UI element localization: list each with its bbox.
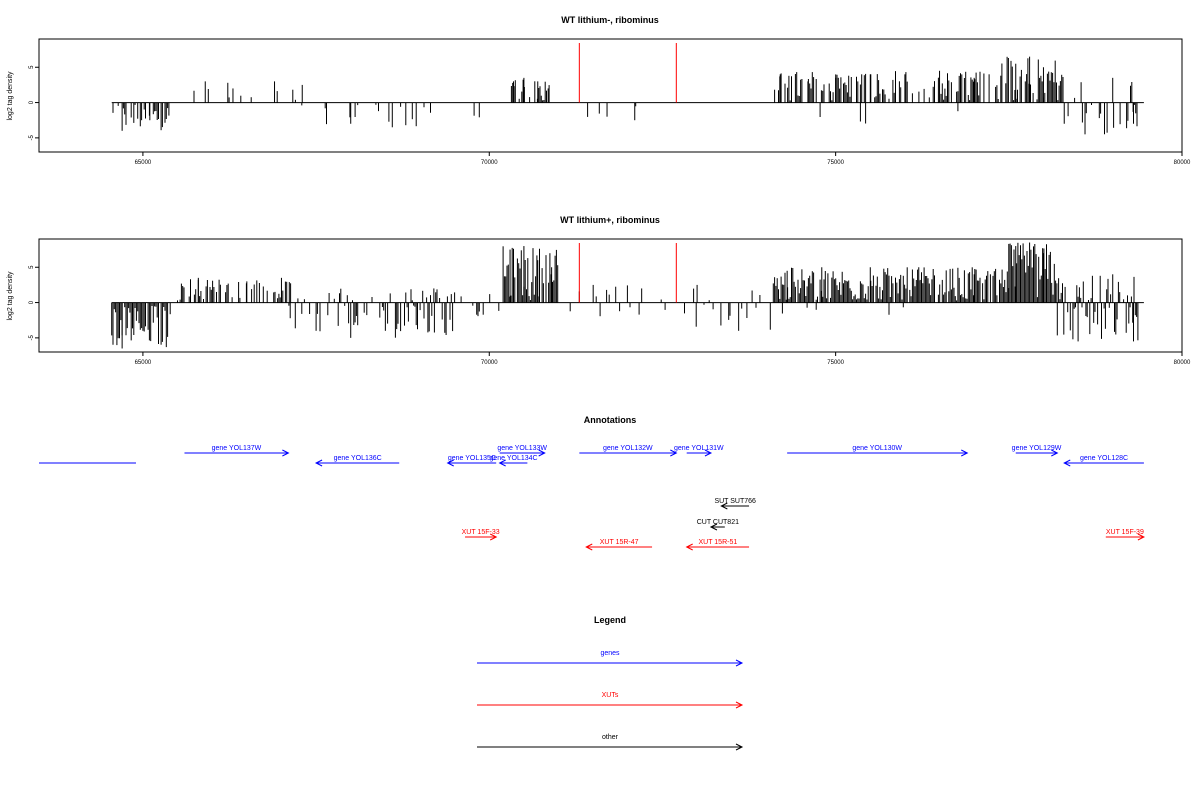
legend: Legend genes XUTs other bbox=[477, 615, 744, 751]
annotation-arrow bbox=[579, 449, 678, 457]
annotation-label: gene YOL135C bbox=[448, 455, 496, 462]
x-tick-label: 65000 bbox=[135, 360, 152, 366]
annotation-label: CUT CUT821 bbox=[697, 519, 739, 526]
legend-label: genes bbox=[600, 650, 620, 657]
legend-label: XUTs bbox=[602, 692, 619, 699]
x-tick-label: 80000 bbox=[1174, 160, 1191, 166]
y-tick-label: 5 bbox=[29, 265, 35, 269]
legend-arrow bbox=[477, 659, 744, 667]
annotation-arrow bbox=[465, 533, 498, 541]
x-tick-label: 70000 bbox=[481, 360, 498, 366]
x-tick-label: 80000 bbox=[1174, 360, 1191, 366]
y-tick-label: 0 bbox=[29, 100, 35, 104]
axes: -5 0 5 65000 70000 75000 80000 bbox=[29, 65, 1191, 166]
annotation-label: XUT 15F-33 bbox=[462, 529, 500, 536]
annotation-label: XUT 15R-51 bbox=[698, 539, 737, 546]
legend-title: Legend bbox=[594, 615, 626, 625]
bar-series bbox=[111, 43, 1144, 135]
bar-series bbox=[111, 242, 1144, 349]
legend-arrow bbox=[477, 701, 744, 709]
annotation-label: gene YOL131W bbox=[674, 445, 724, 452]
annotation-label: gene YOL129W bbox=[1012, 445, 1062, 452]
annotation-arrow bbox=[686, 449, 713, 457]
annotation-label: gene YOL136C bbox=[334, 455, 382, 462]
plot-frame bbox=[38, 238, 1183, 353]
annotation-label: gene YOL137W bbox=[212, 445, 262, 452]
y-tick-label: 5 bbox=[29, 65, 35, 69]
annotation-label: XUT 15F-39 bbox=[1106, 529, 1144, 536]
annotation-arrow bbox=[685, 543, 750, 551]
y-axis-label: log2 tag density bbox=[7, 71, 14, 121]
plot-frame bbox=[38, 38, 1183, 153]
annotation-arrow bbox=[787, 449, 969, 457]
panel-title: WT lithium-, ribominus bbox=[561, 15, 659, 25]
y-tick-label: -5 bbox=[29, 135, 35, 141]
annotation-arrow bbox=[1063, 459, 1144, 467]
x-tick-label: 70000 bbox=[481, 160, 498, 166]
x-tick-label: 75000 bbox=[827, 360, 844, 366]
legend-arrow bbox=[477, 743, 744, 751]
x-tick-label: 65000 bbox=[135, 160, 152, 166]
annotations-title: Annotations bbox=[584, 415, 637, 425]
axes: -5 0 5 65000 70000 75000 80000 bbox=[29, 265, 1191, 366]
annotation-label: gene YOL132W bbox=[603, 445, 653, 452]
panel-lithium-plus: WT lithium+, ribominus log2 tag density … bbox=[7, 215, 1191, 366]
legend-entries: genes XUTs other bbox=[477, 650, 744, 751]
annotation-label: SUT SUT766 bbox=[714, 498, 756, 505]
legend-label: other bbox=[602, 734, 619, 741]
annotation-arrow bbox=[709, 523, 725, 531]
x-tick-label: 75000 bbox=[827, 160, 844, 166]
y-axis-label: log2 tag density bbox=[7, 271, 14, 321]
annotation-arrow bbox=[1015, 449, 1059, 457]
annotation-arrow bbox=[498, 459, 528, 467]
annotation-label: gene YOL128C bbox=[1080, 455, 1128, 462]
y-tick-label: 0 bbox=[29, 300, 35, 304]
y-tick-label: -5 bbox=[29, 335, 35, 341]
annotation-arrow bbox=[1105, 533, 1146, 541]
annotation-label: gene YOL134C bbox=[489, 455, 537, 462]
annotation-label: XUT 15R-47 bbox=[600, 539, 639, 546]
annotation-arrow bbox=[446, 459, 497, 467]
annotation-arrow bbox=[499, 449, 546, 457]
annotation-label: gene YOL130W bbox=[852, 445, 902, 452]
annotation-label: gene YOL133W bbox=[497, 445, 547, 452]
annotation-arrow bbox=[720, 502, 750, 510]
panel-title: WT lithium+, ribominus bbox=[560, 215, 660, 225]
annotation-arrow bbox=[314, 459, 400, 467]
panel-lithium-minus: WT lithium-, ribominus log2 tag density … bbox=[7, 15, 1191, 166]
annotations-track: Annotations gene YOL137W gene YOL136C gene… bbox=[39, 415, 1146, 551]
annotation-arrow bbox=[184, 449, 290, 457]
annotation-arrow bbox=[585, 543, 653, 551]
